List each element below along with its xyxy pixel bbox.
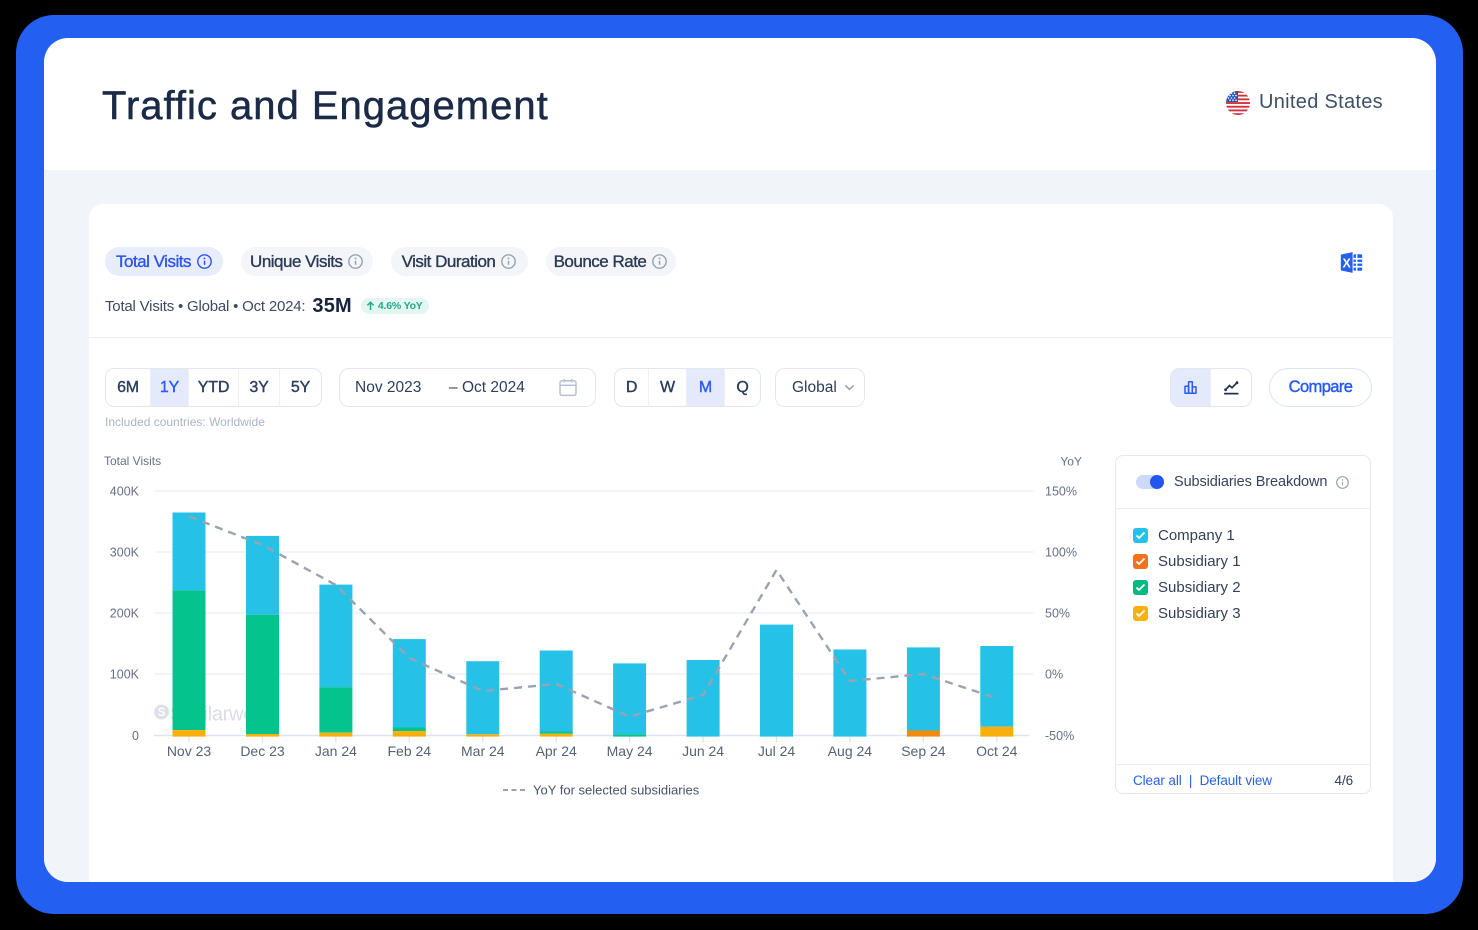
svg-text:YoY for selected subsidiaries: YoY for selected subsidiaries xyxy=(533,783,700,798)
svg-text:-50%: -50% xyxy=(1045,729,1074,743)
svg-text:Dec 23: Dec 23 xyxy=(240,743,285,759)
svg-text:May 24: May 24 xyxy=(607,743,653,759)
svg-text:400K: 400K xyxy=(110,485,140,499)
svg-text:Nov 23: Nov 23 xyxy=(167,743,212,759)
svg-text:Jan 24: Jan 24 xyxy=(315,743,357,759)
svg-text:0: 0 xyxy=(132,729,139,743)
svg-text:150%: 150% xyxy=(1045,485,1077,499)
svg-text:0%: 0% xyxy=(1045,668,1063,682)
svg-text:YoY: YoY xyxy=(1060,455,1082,469)
svg-text:Feb 24: Feb 24 xyxy=(388,743,432,759)
svg-text:Sep 24: Sep 24 xyxy=(901,743,946,759)
svg-text:100%: 100% xyxy=(1045,546,1077,560)
svg-text:Aug 24: Aug 24 xyxy=(828,743,873,759)
svg-text:50%: 50% xyxy=(1045,607,1070,621)
svg-text:Total Visits: Total Visits xyxy=(104,454,161,468)
svg-text:300K: 300K xyxy=(110,546,140,560)
svg-text:X: X xyxy=(1343,256,1352,270)
svg-text:100K: 100K xyxy=(110,668,140,682)
svg-text:200K: 200K xyxy=(110,607,140,621)
svg-text:Jul 24: Jul 24 xyxy=(758,743,796,759)
svg-text:S: S xyxy=(158,707,166,719)
svg-text:Oct 24: Oct 24 xyxy=(976,743,1017,759)
svg-text:Jun 24: Jun 24 xyxy=(682,743,724,759)
svg-text:Apr 24: Apr 24 xyxy=(536,743,577,759)
svg-text:Mar 24: Mar 24 xyxy=(461,743,505,759)
